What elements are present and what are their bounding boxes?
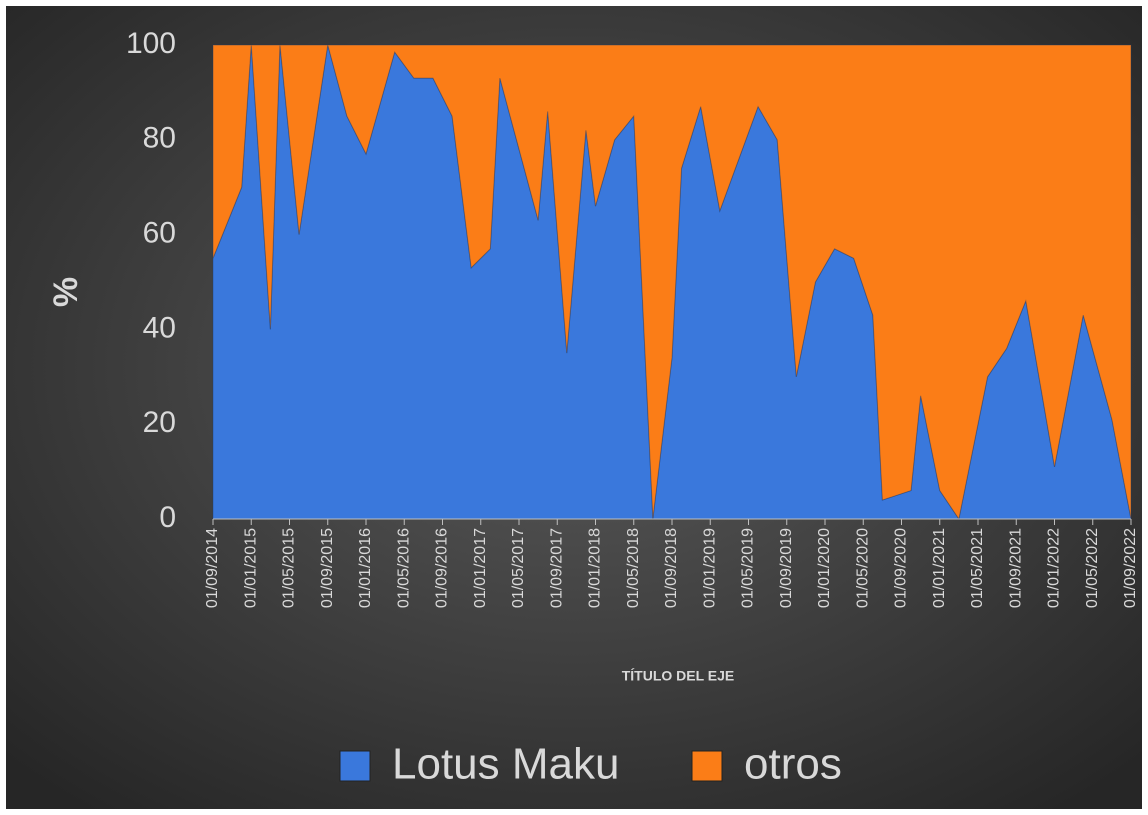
x-tick-label: 01/05/2017 xyxy=(510,528,527,608)
y-tick-label: 0 xyxy=(159,501,176,534)
x-tick-label: 01/05/2015 xyxy=(281,528,298,608)
y-axis-title: % xyxy=(47,277,85,307)
x-tick-label: 01/09/2015 xyxy=(319,528,336,608)
x-tick-label: 01/09/2014 xyxy=(204,528,221,608)
x-tick-label: 01/01/2015 xyxy=(242,528,259,608)
x-tick-label: 01/05/2021 xyxy=(969,528,986,608)
legend-swatch xyxy=(339,750,371,782)
x-tick-label: 01/01/2021 xyxy=(931,528,948,608)
x-tick-label: 01/09/2017 xyxy=(548,528,565,608)
y-tick-label: 80 xyxy=(143,122,176,155)
legend-swatch xyxy=(691,750,723,782)
x-tick-label: 01/01/2018 xyxy=(587,528,604,608)
x-tick-label: 01/01/2022 xyxy=(1046,528,1063,608)
y-tick-label: 20 xyxy=(143,406,176,439)
x-tick-label: 01/01/2016 xyxy=(357,528,374,608)
x-tick-label: 01/05/2018 xyxy=(625,528,642,608)
y-tick-label: 60 xyxy=(143,217,176,250)
x-tick-label: 01/05/2022 xyxy=(1084,528,1101,608)
x-tick-label: 01/09/2021 xyxy=(1007,528,1024,608)
x-axis-title: TÍTULO DEL EJE xyxy=(622,668,735,684)
x-tick-label: 01/09/2022 xyxy=(1122,528,1139,608)
x-tick-label: 01/05/2016 xyxy=(395,528,412,608)
x-tick-label: 01/01/2017 xyxy=(472,528,489,608)
legend-label: Lotus Maku xyxy=(392,740,619,789)
x-tick-label: 01/09/2018 xyxy=(663,528,680,608)
x-tick-label: 01/09/2016 xyxy=(434,528,451,608)
legend-label: otros xyxy=(744,740,842,789)
x-tick-label: 01/09/2020 xyxy=(893,528,910,608)
x-tick-label: 01/05/2019 xyxy=(740,528,757,608)
y-tick-label: 40 xyxy=(143,311,176,344)
x-tick-label: 01/05/2020 xyxy=(854,528,871,608)
x-tick-label: 01/01/2019 xyxy=(701,528,718,608)
y-tick-label: 100 xyxy=(126,27,176,60)
x-tick-label: 01/09/2019 xyxy=(778,528,795,608)
x-tick-label: 01/01/2020 xyxy=(816,528,833,608)
plot: 0 20 40 60 80 100 01/09/2014 01/01/2015 01/05/20… xyxy=(126,27,1139,608)
